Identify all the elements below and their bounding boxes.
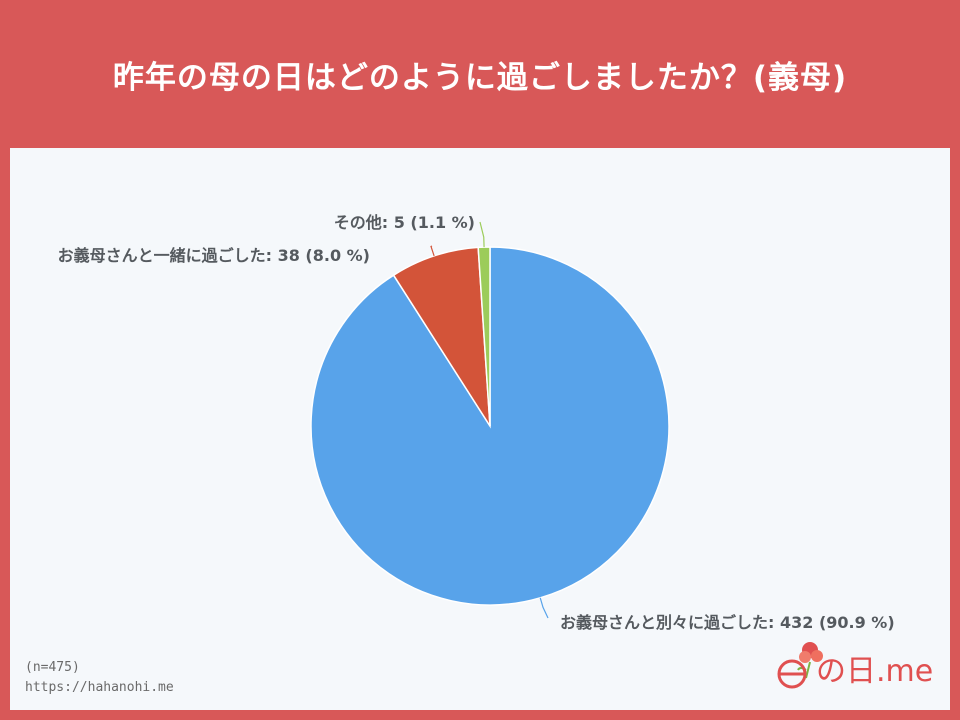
logo-text: の日.me	[816, 654, 934, 689]
pie-slice-0	[310, 246, 670, 606]
sample-size: (n=475)	[25, 660, 80, 675]
site-logo[interactable]: の日.me	[770, 636, 940, 696]
slice-label-2: その他: 5 (1.1 %)	[334, 213, 475, 232]
chart-panel: お義母さんと別々に過ごした: 432 (90.9 %) お義母さんと一緒に過ごした…	[10, 148, 950, 710]
pie-chart: お義母さんと別々に過ごした: 432 (90.9 %) お義母さんと一緒に過ごした…	[58, 213, 895, 632]
chart-title: 昨年の母の日はどのように過ごしましたか？(義母)	[112, 59, 848, 96]
leader-line-2	[479, 221, 485, 248]
pie-slice-1	[392, 246, 491, 427]
source-url[interactable]: https://hahanohi.me	[25, 680, 174, 695]
pie-slice-2	[477, 246, 491, 427]
slice-label-0: お義母さんと別々に過ごした: 432 (90.9 %)	[560, 613, 895, 632]
leader-line-1	[430, 245, 435, 257]
leader-line-0	[539, 597, 549, 619]
carnation-logo-icon	[777, 642, 823, 689]
slice-label-1: お義母さんと一緒に過ごした: 38 (8.0 %)	[58, 246, 370, 265]
